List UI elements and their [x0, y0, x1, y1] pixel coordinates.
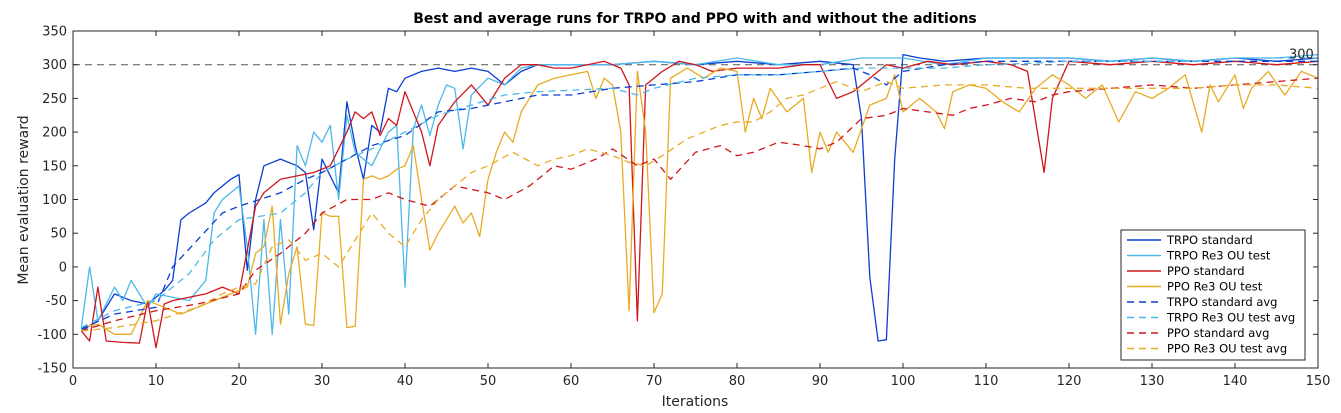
legend-label-5: TRPO standard avg: [1166, 295, 1277, 309]
axes: 0 10 20 30 40 50 60 70 80 90 100 110 120 130 140 150 -15…: [37, 25, 1330, 390]
x-tick-label: 140: [1223, 374, 1248, 389]
y-tick-label: -100: [37, 328, 67, 343]
x-tick-label: 0: [69, 374, 77, 389]
series-line-4: [81, 67, 1319, 335]
x-tick-label: 70: [646, 374, 663, 389]
x-tick-label: 40: [397, 374, 414, 389]
x-tick-label: 150: [1306, 374, 1331, 389]
legend-label-7: PPO standard avg: [1167, 326, 1269, 340]
series-line-7: [81, 77, 1319, 332]
x-tick-label: 90: [812, 374, 829, 389]
legend-label-2: TRPO Re3 OU test: [1166, 249, 1271, 263]
legend-label-8: PPO Re3 OU test avg: [1167, 342, 1287, 356]
x-tick-label: 130: [1140, 374, 1165, 389]
y-tick-label: 100: [42, 193, 67, 208]
y-tick-label: 250: [42, 92, 67, 107]
x-tick-label: 100: [891, 374, 916, 389]
reference-line-label: 300: [1289, 48, 1314, 63]
y-tick-label: 350: [42, 25, 67, 40]
legend-label-3: PPO standard: [1167, 264, 1245, 278]
x-tick-label: 120: [1057, 374, 1082, 389]
series-line-6: [81, 57, 1318, 329]
x-axis-label: Iterations: [662, 394, 729, 410]
series-lines: [80, 53, 1319, 349]
series-line-1: [80, 53, 1319, 342]
x-tick-label: 30: [314, 374, 331, 389]
series-line-3: [80, 60, 1319, 349]
y-tick-label: -150: [37, 362, 67, 377]
x-tick-label: 60: [563, 374, 580, 389]
x-tick-label: 20: [231, 374, 248, 389]
plot-background: [73, 31, 1318, 368]
y-axis-label: Mean evaluation reward: [16, 115, 32, 284]
x-tick-label: 80: [729, 374, 746, 389]
x-tick-label: 10: [148, 374, 165, 389]
series-line-2: [80, 53, 1319, 335]
y-tick-label: 300: [42, 58, 67, 73]
y-tick-label: 0: [59, 260, 67, 275]
legend-label-6: TRPO Re3 OU test avg: [1166, 311, 1295, 325]
x-tick-label: 110: [974, 374, 999, 389]
legend-label-4: PPO Re3 OU test: [1167, 280, 1263, 294]
y-tick-label: 150: [42, 159, 67, 174]
x-tick-label: 50: [480, 374, 497, 389]
y-tick-label: 200: [42, 126, 67, 141]
legend-box: [1120, 229, 1306, 361]
series-line-8: [81, 80, 1319, 332]
plot-area: [73, 31, 1318, 368]
y-tick-label: -50: [46, 294, 67, 309]
legend-label-1: TRPO standard: [1166, 233, 1253, 247]
y-tick-label: 50: [50, 227, 67, 242]
chart-title: Best and average runs for TRPO and PPO w…: [413, 11, 977, 27]
